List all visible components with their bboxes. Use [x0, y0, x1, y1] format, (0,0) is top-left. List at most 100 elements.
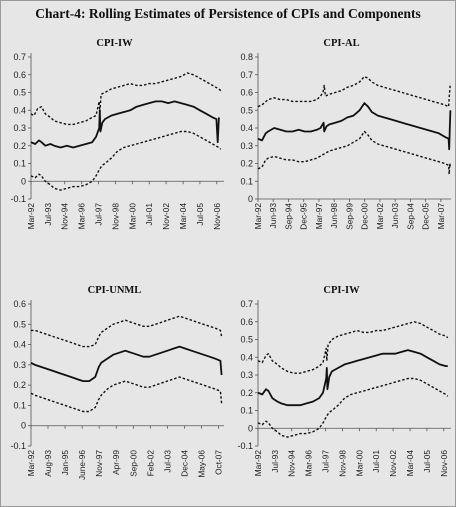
x-tick-label: Dec-00 [360, 203, 370, 230]
series-line-lower [30, 376, 223, 413]
x-tick-label: Jul-93 [43, 203, 53, 226]
x-tick-label: Jul-01 [371, 450, 381, 473]
x-tick-label: Nov-02 [388, 450, 398, 477]
x-tick-label: Sep-99 [344, 203, 354, 230]
x-tick-label: Mar-96 [77, 203, 87, 230]
x-tick-label: Jun-93 [268, 203, 278, 229]
x-tick-label: Nov-98 [110, 203, 120, 230]
series-line-main [257, 102, 452, 151]
y-tick-label: 0.2 [13, 380, 26, 390]
x-tick-label: Jul-01 [144, 203, 154, 226]
y-tick-label: 0.4 [13, 105, 26, 115]
x-tick-label: Nov-06 [212, 203, 222, 230]
x-tick-label: Nov-94 [60, 203, 70, 230]
x-tick-label: Jul-97 [94, 203, 104, 226]
y-tick-label: 0.1 [240, 406, 253, 416]
y-tick-label: 0.2 [13, 141, 26, 151]
x-tick-label: Nov-94 [287, 450, 297, 477]
y-tick-label: 0.1 [13, 159, 26, 169]
x-tick-label: Dec-95 [299, 203, 309, 230]
x-tick-label: Jul-97 [321, 450, 331, 473]
y-tick-label: 0 [248, 194, 253, 204]
x-tick-label: Jan-95 [60, 450, 70, 476]
x-tick-label: Jul-05 [422, 450, 432, 473]
y-tick-label: 0.5 [240, 335, 253, 345]
y-tick-label: 0.5 [240, 105, 253, 115]
y-tick-label: 0.2 [240, 388, 253, 398]
y-tick-label: 0 [248, 423, 253, 433]
x-tick-label: May-06 [196, 450, 206, 478]
y-tick-label: 0.4 [13, 340, 26, 350]
y-tick-label: 0.1 [240, 176, 253, 186]
x-tick-label: Jun-98 [329, 203, 339, 229]
y-tick-label: 0.2 [240, 159, 253, 169]
series-line-lower [257, 377, 449, 438]
y-tick-label: 0.1 [13, 400, 26, 410]
y-tick-label: -0.1 [10, 441, 26, 451]
series-line-main [30, 100, 220, 149]
x-tick-label: Jul-03 [162, 450, 172, 473]
y-tick-label: 0.3 [13, 123, 26, 133]
x-tick-label: Sep-94 [283, 203, 293, 230]
x-tick-label: Mar-92 [253, 450, 263, 477]
x-tick-label: Mar-02 [375, 203, 385, 230]
y-tick-label: 0.3 [240, 370, 253, 380]
x-tick-label: Dec-05 [421, 203, 431, 230]
y-tick-label: 0.6 [240, 88, 253, 98]
x-tick-label: Mar-00 [354, 450, 364, 477]
x-tick-label: Sep-00 [128, 450, 138, 477]
panel-title: CPI-UNML [88, 285, 142, 296]
figure-title: Chart-4: Rolling Estimates of Persistenc… [35, 6, 421, 21]
series-line-upper [257, 75, 452, 108]
x-tick-label: Mar-92 [253, 203, 263, 230]
y-tick-label: 0.3 [13, 360, 26, 370]
y-tick-label: 0.6 [13, 299, 26, 309]
y-tick-label: 0 [21, 176, 26, 186]
series-line-upper [31, 315, 223, 348]
y-tick-label: 0.6 [240, 317, 253, 327]
chart-panel-cpi-al: CPI-AL 0 0.1 0.2 0.3 0.4 0.5 0.6 0.7 0.8 Mar-92 Jun… [240, 38, 452, 230]
series-line-main [30, 345, 223, 382]
x-tick-label: Mar-97 [314, 203, 324, 230]
x-tick-label: Sep-04 [405, 203, 415, 230]
y-tick-label: 0.7 [240, 299, 253, 309]
y-tick-label: 0.5 [13, 319, 26, 329]
x-tick-label: Nov-98 [337, 450, 347, 477]
chart-panel-cpi-iw-2: CPI-IW -0.1 0 0.1 0.2 0.3 0.4 0.5 0.6 0.7 Mar-92 Ju… [237, 285, 451, 477]
series-line-upper [30, 72, 222, 126]
x-tick-label: Jul-05 [195, 203, 205, 226]
panel-title: CPI-AL [323, 38, 359, 49]
x-tick-label: Mar-96 [304, 450, 314, 477]
series-line-lower [30, 130, 222, 191]
x-tick-label: Nov-02 [161, 203, 171, 230]
chart-panel-cpi-unml: CPI-UNML -0.1 0 0.1 0.2 0.3 0.4 0.5 0.6 Mar-92 Aug… [10, 285, 224, 480]
y-tick-label: -0.1 [10, 194, 26, 204]
x-tick-label: Feb-02 [145, 450, 155, 477]
y-tick-label: 0 [21, 421, 26, 431]
x-tick-label: Jul-93 [270, 450, 280, 473]
x-tick-label: Apr-99 [111, 450, 121, 475]
x-tick-label: Nov-06 [439, 450, 449, 477]
x-tick-label: Mar-07 [436, 203, 446, 230]
y-tick-label: 0.7 [13, 52, 26, 62]
x-tick-label: Mar-00 [127, 203, 137, 230]
y-tick-label: -0.1 [237, 441, 253, 451]
x-tick-label: Mar-04 [405, 450, 415, 477]
x-tick-label: Aug-93 [43, 450, 53, 477]
y-tick-label: 0.7 [240, 70, 253, 80]
x-tick-label: June-96 [77, 450, 87, 480]
series-line-lower [257, 130, 452, 175]
x-tick-label: Mar-92 [26, 450, 36, 477]
y-tick-label: 0.5 [13, 88, 26, 98]
x-tick-label: Nov-97 [94, 450, 104, 477]
panel-title: CPI-IW [96, 38, 133, 49]
y-tick-label: 0.4 [240, 352, 253, 362]
y-tick-label: 0.8 [240, 52, 253, 62]
y-tick-label: 0.3 [240, 141, 253, 151]
chart-panel-cpi-iw: CPI-IW -0.1 0 0.1 0.2 0.3 0.4 0.5 0.6 0.7 Mar-92 Ju… [10, 38, 224, 230]
x-tick-label: Mar-04 [178, 203, 188, 230]
y-tick-label: 0.6 [13, 70, 26, 80]
x-tick-label: Mar-92 [26, 203, 36, 230]
x-tick-label: Jun-03 [390, 203, 400, 229]
